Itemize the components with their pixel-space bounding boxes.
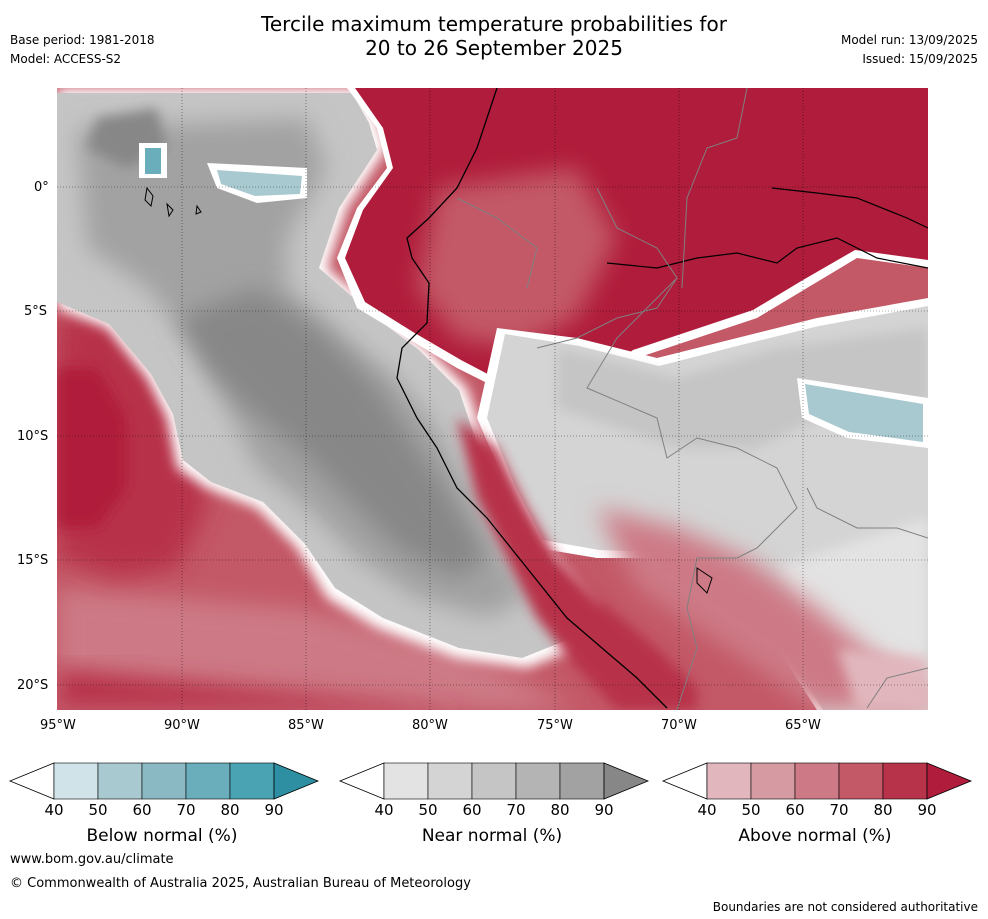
colorbar-below-label: Below normal (%): [86, 826, 238, 846]
colorbar-below-segment: [141, 762, 187, 800]
probability-map: [57, 88, 928, 710]
colorbar-near-min-triangle: [338, 762, 385, 800]
below-normal-bolivia: [805, 384, 923, 442]
colorbar-near-segment: [427, 762, 473, 800]
country-borders: [456, 88, 928, 710]
colorbar-below-tick: 90: [264, 801, 284, 819]
west-coastline: [396, 88, 668, 709]
issued-date: Issued: 15/09/2025: [862, 52, 978, 66]
border-south: [866, 667, 928, 709]
colorbar-below: [8, 762, 320, 800]
graticule: [57, 88, 928, 710]
lat-label-15s: 15°S: [17, 553, 49, 568]
colorbar-near-tick: 60: [462, 801, 482, 819]
colorbar-above-min-triangle: [661, 762, 708, 800]
colorbar-below-min-triangle: [8, 762, 55, 800]
colorbar-above-tick: 60: [785, 801, 805, 819]
colorbar-above: [661, 762, 973, 800]
colorbar-above-tick: 80: [873, 801, 893, 819]
border-bolivia-brazil: [806, 487, 928, 539]
colorbar-above-tick: 40: [697, 801, 717, 819]
lon-label-65w: 65°W: [785, 718, 821, 733]
border-colombia-brazil: [681, 88, 748, 289]
base-period: Base period: 1981-2018: [10, 33, 155, 47]
lat-label-5s: 5°S: [24, 304, 48, 319]
colorbar-near-tick: 70: [506, 801, 526, 819]
map-svg: [57, 88, 928, 710]
footer-copyright: © Commonwealth of Australia 2025, Austra…: [10, 876, 471, 891]
lat-label-20s: 20°S: [17, 678, 49, 693]
colorbar-near-max-triangle: [603, 762, 650, 800]
below-normal-galapagos: [217, 170, 302, 196]
lat-label-0: 0°: [34, 180, 49, 195]
lake-titicaca: [696, 567, 713, 594]
border-colombia-peru: [536, 187, 678, 349]
colorbar-above-segment: [750, 762, 796, 800]
colorbar-near-segment: [471, 762, 517, 800]
border-peru-bolivia: [586, 277, 798, 710]
colorbar-below-segment: [97, 762, 143, 800]
title-line-2: 20 to 26 September 2025: [365, 36, 623, 60]
below-normal-galapagos-core: [145, 148, 161, 174]
footer-disclaimer: Boundaries are not considered authoritat…: [712, 900, 978, 914]
colorbar-below-tick: 80: [220, 801, 240, 819]
footer-url[interactable]: www.bom.gov.au/climate: [10, 852, 174, 867]
above-normal-70-andes: [417, 168, 617, 348]
south-pacific-above-50: [57, 588, 577, 710]
lon-label-70w: 70°W: [661, 718, 697, 733]
map-title: Tercile maximum temperature probabilitie…: [0, 12, 988, 60]
probability-fields: [57, 88, 928, 710]
colorbar-below-tick: 50: [88, 801, 108, 819]
colorbar-above-tick: 70: [829, 801, 849, 819]
border-ecuador: [456, 197, 538, 289]
lon-label-95w: 95°W: [40, 718, 76, 733]
coastlines: [144, 88, 928, 709]
colorbar-above-segment: [838, 762, 884, 800]
galapagos-islands: [144, 186, 202, 218]
colorbar-above-segment: [706, 762, 752, 800]
colorbar-near-segment: [515, 762, 561, 800]
colorbar-below-segment: [229, 762, 275, 800]
colorbar-below-tick: 60: [132, 801, 152, 819]
colorbar-below-tick: 40: [44, 801, 64, 819]
amazon-river: [606, 237, 928, 269]
above-normal-40-south: [837, 648, 928, 710]
near-normal-90: [177, 288, 487, 578]
colorbar-near-tick: 40: [374, 801, 394, 819]
lat-label-10s: 10°S: [17, 429, 49, 444]
colorbar-above-tick: 90: [917, 801, 937, 819]
colorbar-above-label: Above normal (%): [738, 826, 892, 846]
lon-label-85w: 85°W: [288, 718, 324, 733]
colorbar-above-tick: 50: [741, 801, 761, 819]
rio-negro: [771, 187, 928, 229]
model-run: Model run: 13/09/2025: [840, 33, 978, 47]
colorbar-below-segment: [53, 762, 99, 800]
colorbar-near-tick: 50: [418, 801, 438, 819]
above-normal-coastal-peru: [457, 418, 697, 710]
lon-label-75w: 75°W: [537, 718, 573, 733]
colorbar-near: [338, 762, 650, 800]
colorbar-near-segment: [559, 762, 605, 800]
title-line-1: Tercile maximum temperature probabilitie…: [261, 12, 727, 36]
colorbar-near-tick: 80: [550, 801, 570, 819]
south-pacific-above-80: [57, 668, 477, 710]
west-pacific-above-90: [57, 368, 127, 528]
colorbar-near-tick: 90: [594, 801, 614, 819]
colorbar-above-max-triangle: [926, 762, 973, 800]
colorbar-below-max-triangle: [273, 762, 320, 800]
colorbar-near-label: Near normal (%): [421, 826, 563, 846]
colorbar-near-segment: [383, 762, 429, 800]
colorbar-above-segment: [882, 762, 928, 800]
colorbars: [8, 762, 973, 800]
lon-label-90w: 90°W: [164, 718, 200, 733]
colorbar-above-segment: [794, 762, 840, 800]
lon-label-80w: 80°W: [412, 718, 448, 733]
colorbar-below-segment: [185, 762, 231, 800]
model-name: Model: ACCESS-S2: [10, 52, 122, 66]
colorbar-below-tick: 70: [176, 801, 196, 819]
